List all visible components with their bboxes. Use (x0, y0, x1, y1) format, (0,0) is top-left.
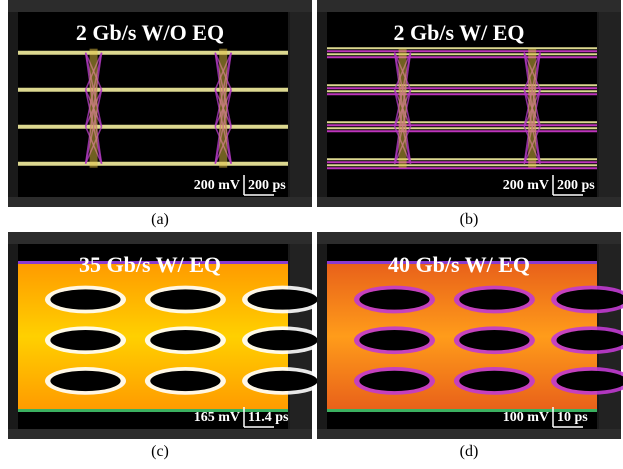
scope-right-axis (290, 12, 312, 197)
scope-top-bar (317, 232, 621, 244)
scope-panel: 2 Gb/s W/O EQ 200 mV 200 ps (a) (8, 0, 312, 228)
scope-panel: 35 Gb/s W/ EQ 165 mV 11.4 ps (c) (8, 232, 323, 460)
eye-opening (459, 289, 529, 309)
time-scale: 10 ps (557, 410, 588, 425)
eye-opening (248, 371, 318, 391)
panel-caption: (c) (151, 443, 169, 460)
panel-caption: (d) (460, 443, 479, 460)
panel-title: 40 Gb/s W/ EQ (388, 252, 530, 277)
scope-panel: 2 Gb/s W/ EQ 200 mV 200 ps (b) (317, 0, 621, 228)
panel-caption: (a) (151, 211, 169, 228)
voltage-scale: 200 mV (503, 178, 549, 193)
scope-bottom-bar (317, 429, 621, 439)
eye-opening (459, 330, 529, 350)
eye-opening (50, 289, 120, 309)
eye-opening (50, 330, 120, 350)
eye-opening (459, 371, 529, 391)
eye-opening (359, 330, 429, 350)
panel-title: 35 Gb/s W/ EQ (79, 252, 221, 277)
eye-crossing (528, 49, 536, 168)
time-scale: 200 ps (248, 178, 286, 193)
eye-crossing (399, 49, 407, 168)
scope-top-bar (8, 232, 312, 244)
eye-opening (150, 330, 220, 350)
scope-bottom-bar (8, 429, 312, 439)
eye-opening (150, 371, 220, 391)
eye-opening (359, 371, 429, 391)
panel-caption: (b) (460, 211, 479, 228)
eye-opening (248, 289, 318, 309)
eye-crossing (90, 49, 98, 168)
eye-opening (50, 371, 120, 391)
eye-crossing (219, 49, 227, 168)
voltage-scale: 165 mV (194, 410, 240, 425)
panel-title: 2 Gb/s W/ EQ (393, 20, 524, 45)
eye-opening (150, 289, 220, 309)
time-scale: 200 ps (557, 178, 595, 193)
voltage-scale: 100 mV (503, 410, 549, 425)
voltage-scale: 200 mV (194, 178, 240, 193)
scope-bottom-bar (317, 197, 621, 207)
figure: 2 Gb/s W/O EQ 200 mV 200 ps (a) 2 Gb/s W/ EQ… (0, 0, 623, 469)
time-scale: 11.4 ps (248, 410, 289, 425)
scope-top-bar (317, 0, 621, 12)
eye-opening (359, 289, 429, 309)
scope-panel: 40 Gb/s W/ EQ 100 mV 10 ps (d) (317, 232, 623, 460)
scope-right-axis (599, 12, 621, 197)
scope-top-bar (8, 0, 312, 12)
panel-title: 2 Gb/s W/O EQ (76, 20, 224, 45)
scope-bottom-bar (8, 197, 312, 207)
eye-opening (248, 330, 318, 350)
